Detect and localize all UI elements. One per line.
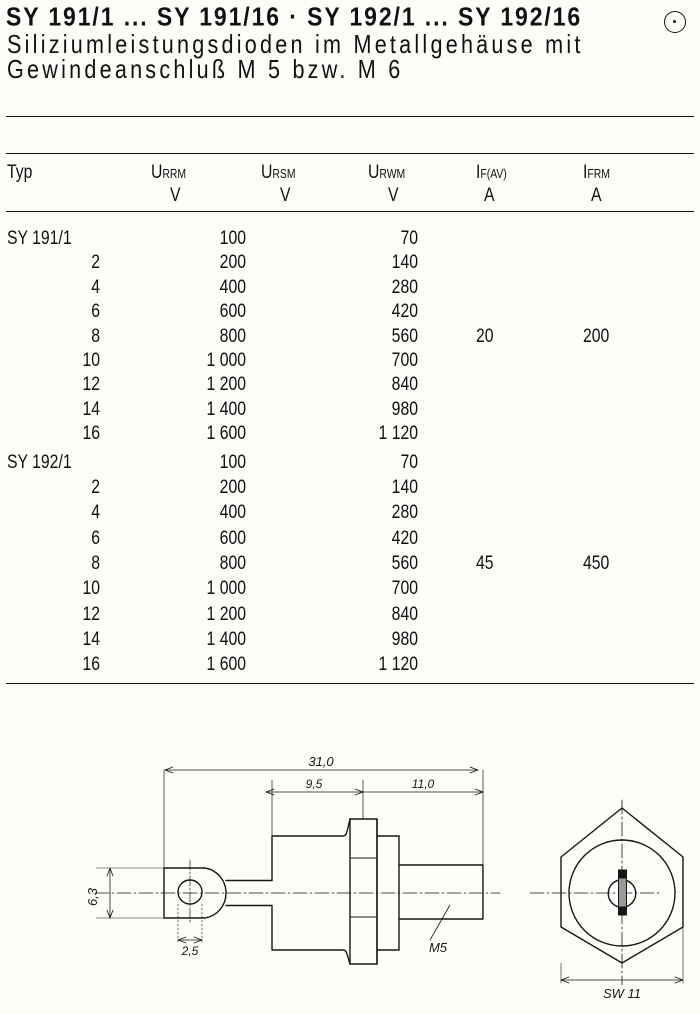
- svg-text:2,5: 2,5: [181, 944, 199, 958]
- svg-text:11,0: 11,0: [412, 777, 435, 791]
- svg-text:6,3: 6,3: [85, 887, 100, 906]
- svg-text:9,5: 9,5: [306, 777, 323, 791]
- svg-text:SW 11: SW 11: [603, 986, 641, 1001]
- svg-text:31,0: 31,0: [308, 754, 334, 769]
- svg-text:M5: M5: [429, 940, 448, 955]
